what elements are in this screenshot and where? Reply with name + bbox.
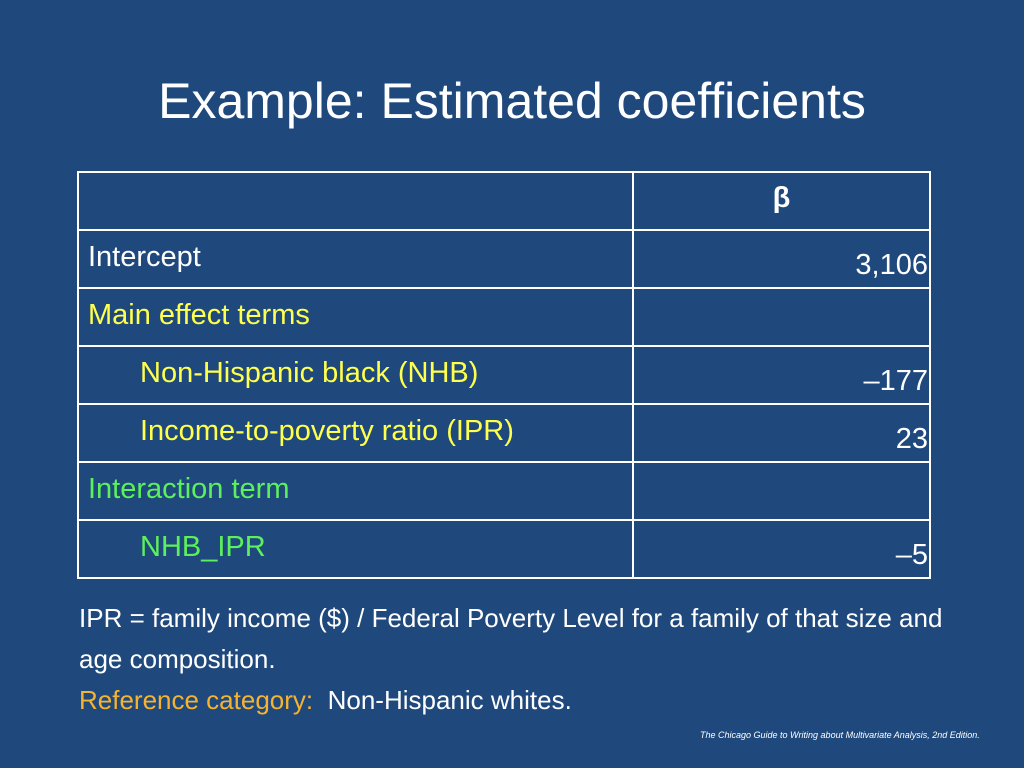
column-header: β [772, 182, 791, 214]
reference-label: Reference category: [79, 685, 314, 715]
row-cell [632, 461, 931, 521]
row-value: 3,106 [855, 249, 928, 281]
row-label: Non-Hispanic black (NHB) [140, 357, 479, 389]
note: IPR = family income ($) / Federal Povert… [79, 598, 959, 721]
source: The Chicago Guide to Writing about Multi… [700, 730, 980, 740]
row-cell [632, 403, 931, 463]
row-label: Main effect terms [88, 299, 310, 331]
row-label: Interaction term [88, 473, 290, 505]
header-cell [77, 171, 634, 231]
row-cell [632, 287, 931, 347]
row-value: –177 [863, 365, 928, 397]
row-label: NHB_IPR [140, 531, 266, 563]
row-cell [632, 519, 931, 579]
reference: Reference category: Non-Hispanic whites. [79, 680, 959, 721]
slide-title: Example: Estimated coefficients [158, 73, 866, 129]
row-label: Intercept [88, 241, 201, 273]
row-label: Income-to-poverty ratio (IPR) [140, 415, 514, 447]
row-value: 23 [895, 423, 928, 455]
reference-value: Non-Hispanic whites. [327, 685, 572, 715]
definition: IPR = family income ($) / Federal Povert… [79, 603, 943, 674]
row-value: –5 [895, 539, 928, 571]
